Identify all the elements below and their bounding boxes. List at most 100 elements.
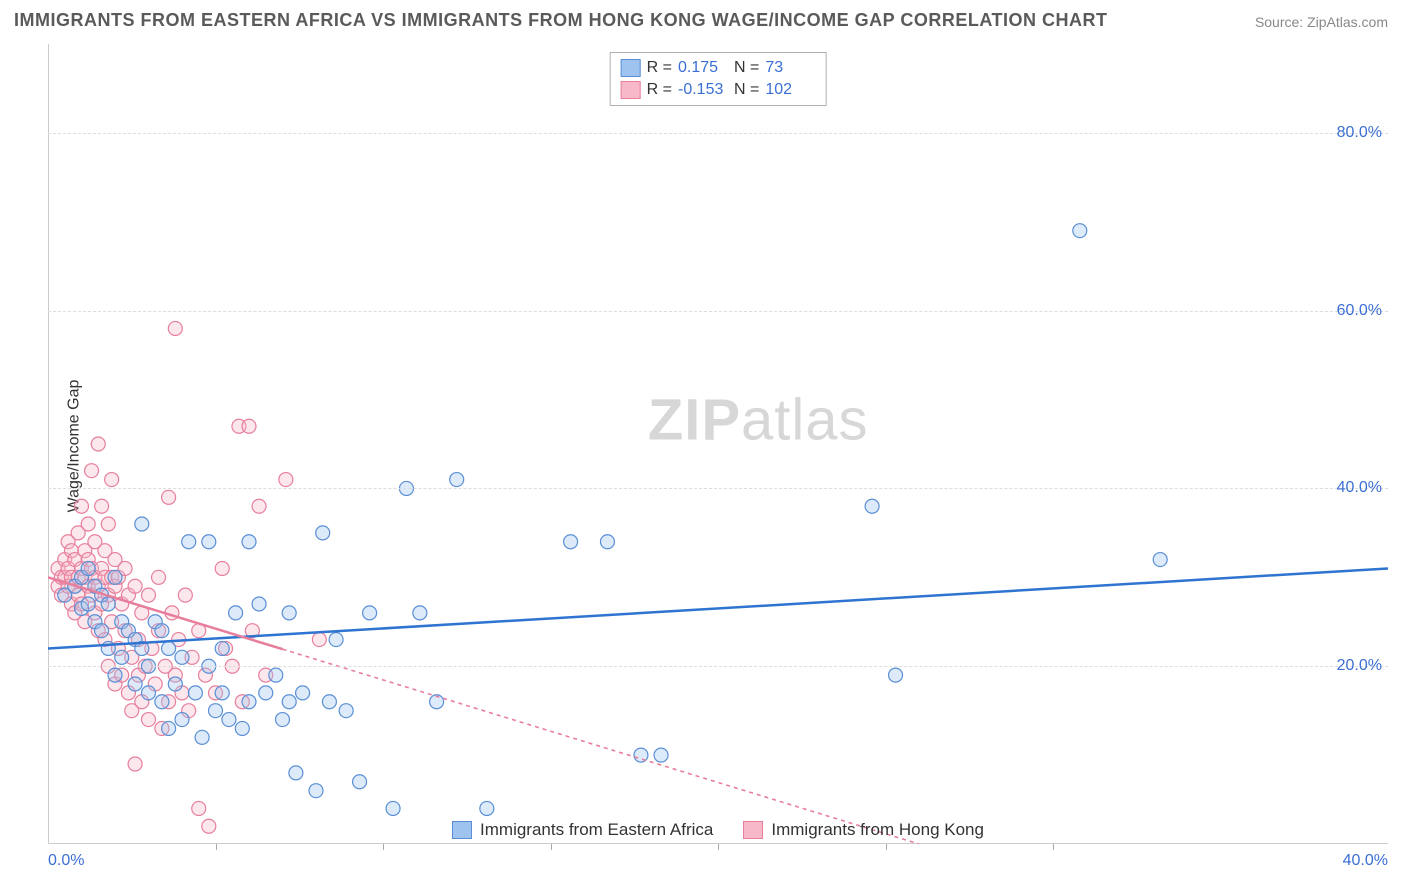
data-point <box>168 321 182 335</box>
chart-title: IMMIGRANTS FROM EASTERN AFRICA VS IMMIGR… <box>14 10 1107 31</box>
data-point <box>215 641 229 655</box>
legend-series-name-a: Immigrants from Eastern Africa <box>480 820 713 840</box>
data-point <box>235 721 249 735</box>
data-point <box>108 668 122 682</box>
data-point <box>142 713 156 727</box>
data-point <box>85 464 99 478</box>
data-point <box>75 499 89 513</box>
data-point <box>128 757 142 771</box>
x-tick-mark <box>1053 844 1054 850</box>
correlation-legend: R = 0.175 N = 73 R = -0.153 N = 102 <box>610 52 827 106</box>
data-point <box>889 668 903 682</box>
data-point <box>215 561 229 575</box>
legend-series-name-b: Immigrants from Hong Kong <box>771 820 984 840</box>
data-point <box>386 801 400 815</box>
legend-swatch-b <box>621 81 641 99</box>
x-tick-mark <box>718 844 719 850</box>
legend-row-series-b: R = -0.153 N = 102 <box>621 79 816 101</box>
data-point <box>865 499 879 513</box>
data-point <box>162 721 176 735</box>
data-point <box>155 624 169 638</box>
source-attribution: Source: ZipAtlas.com <box>1255 14 1388 30</box>
data-point <box>312 633 326 647</box>
data-point <box>353 775 367 789</box>
data-point <box>128 579 142 593</box>
data-point <box>1073 224 1087 238</box>
legend-item-b: Immigrants from Hong Kong <box>743 820 984 840</box>
data-point <box>142 686 156 700</box>
data-point <box>105 473 119 487</box>
legend-r-label: R = <box>647 79 672 101</box>
data-point <box>252 499 266 513</box>
data-point <box>242 419 256 433</box>
data-point <box>339 704 353 718</box>
data-point <box>195 730 209 744</box>
data-point <box>215 686 229 700</box>
data-point <box>175 650 189 664</box>
data-point <box>108 570 122 584</box>
legend-item-a: Immigrants from Eastern Africa <box>452 820 713 840</box>
data-point <box>192 801 206 815</box>
trend-line <box>48 568 1388 648</box>
data-point <box>188 686 202 700</box>
data-point <box>135 517 149 531</box>
legend-r-value-a: 0.175 <box>678 57 728 79</box>
legend-swatch-a <box>621 59 641 77</box>
data-point <box>222 713 236 727</box>
data-point <box>202 535 216 549</box>
data-point <box>152 570 166 584</box>
data-point <box>259 686 273 700</box>
chart-plot-area: ZIPatlas R = 0.175 N = 73 R = -0.153 N =… <box>48 44 1388 844</box>
x-tick-mark <box>216 844 217 850</box>
y-tick-label: 40.0% <box>1337 479 1382 497</box>
y-tick-label: 20.0% <box>1337 657 1382 675</box>
data-point <box>101 597 115 611</box>
data-point <box>209 704 223 718</box>
data-point <box>242 695 256 709</box>
gridline <box>48 488 1388 489</box>
data-point <box>279 473 293 487</box>
x-tick-mark <box>886 844 887 850</box>
x-tick-label: 40.0% <box>1343 852 1388 870</box>
data-point <box>128 677 142 691</box>
data-point <box>413 606 427 620</box>
data-point <box>600 535 614 549</box>
legend-n-value-b: 102 <box>765 79 815 101</box>
gridline <box>48 666 1388 667</box>
data-point <box>162 641 176 655</box>
y-tick-label: 60.0% <box>1337 302 1382 320</box>
trend-line-extrapolated <box>283 649 920 844</box>
data-point <box>242 535 256 549</box>
data-point <box>276 713 290 727</box>
data-point <box>296 686 310 700</box>
data-point <box>654 748 668 762</box>
data-point <box>162 490 176 504</box>
data-point <box>309 784 323 798</box>
data-point <box>175 713 189 727</box>
data-point <box>142 588 156 602</box>
data-point <box>95 624 109 638</box>
legend-r-value-b: -0.153 <box>678 79 728 101</box>
data-point <box>115 650 129 664</box>
data-point <box>282 695 296 709</box>
legend-n-label: N = <box>734 79 759 101</box>
data-point <box>81 597 95 611</box>
legend-n-label: N = <box>734 57 759 79</box>
legend-swatch-a <box>452 821 472 839</box>
data-point <box>101 517 115 531</box>
scatter-svg <box>48 44 1388 844</box>
data-point <box>95 499 109 513</box>
data-point <box>282 606 296 620</box>
data-point <box>316 526 330 540</box>
data-point <box>322 695 336 709</box>
gridline <box>48 133 1388 134</box>
data-point <box>168 677 182 691</box>
gridline <box>48 311 1388 312</box>
series-legend: Immigrants from Eastern Africa Immigrant… <box>48 820 1388 840</box>
data-point <box>178 588 192 602</box>
x-tick-label: 0.0% <box>48 852 84 870</box>
data-point <box>155 695 169 709</box>
data-point <box>91 437 105 451</box>
data-point <box>450 473 464 487</box>
data-point <box>229 606 243 620</box>
